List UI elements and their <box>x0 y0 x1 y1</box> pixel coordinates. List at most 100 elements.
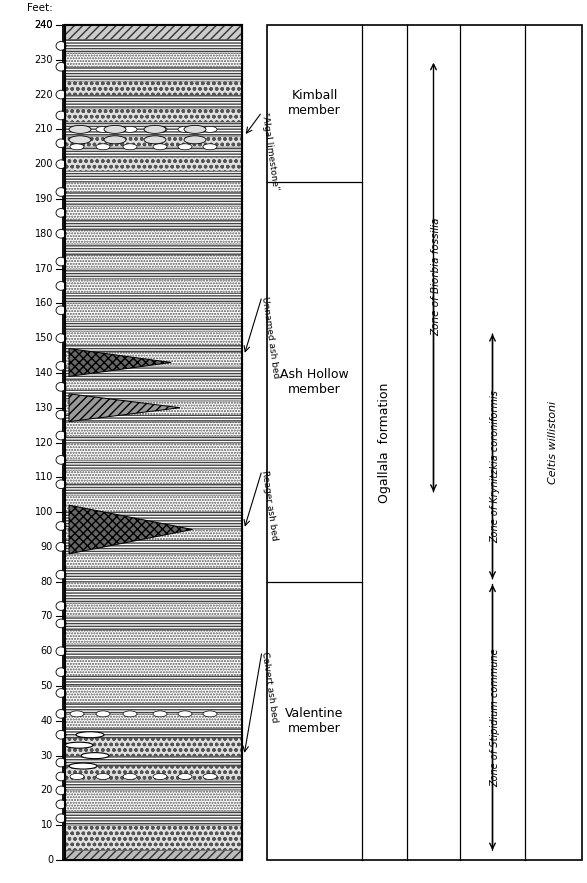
Ellipse shape <box>56 257 66 266</box>
Ellipse shape <box>56 111 66 120</box>
Ellipse shape <box>56 758 66 767</box>
Bar <box>65 421 242 435</box>
Bar <box>65 220 242 230</box>
Ellipse shape <box>56 282 66 291</box>
Bar <box>65 123 242 136</box>
Text: Reager ash bed: Reager ash bed <box>259 470 278 541</box>
Text: 240: 240 <box>35 20 53 30</box>
Ellipse shape <box>69 125 91 133</box>
Ellipse shape <box>56 786 66 795</box>
Ellipse shape <box>69 763 97 769</box>
Text: 210: 210 <box>35 125 53 134</box>
Text: 30: 30 <box>41 751 53 760</box>
Ellipse shape <box>178 144 192 150</box>
Bar <box>65 136 242 147</box>
Bar <box>65 589 242 602</box>
Ellipse shape <box>104 125 126 133</box>
Ellipse shape <box>56 188 66 196</box>
Ellipse shape <box>56 382 66 391</box>
Bar <box>65 352 242 366</box>
Bar <box>65 415 242 421</box>
Bar <box>65 471 242 484</box>
Ellipse shape <box>76 732 104 738</box>
Text: 50: 50 <box>41 681 53 691</box>
Ellipse shape <box>56 334 66 343</box>
Bar <box>65 686 242 704</box>
Ellipse shape <box>203 126 217 132</box>
Bar <box>65 738 242 756</box>
Ellipse shape <box>56 668 66 676</box>
Bar <box>65 704 242 713</box>
Bar <box>65 512 242 530</box>
Bar <box>65 245 242 254</box>
Bar <box>65 390 242 401</box>
Ellipse shape <box>123 144 137 150</box>
Bar <box>65 460 242 471</box>
Bar <box>65 435 242 442</box>
Text: 200: 200 <box>35 159 53 170</box>
Bar <box>65 80 242 94</box>
Bar <box>65 645 242 658</box>
Ellipse shape <box>56 542 66 551</box>
Bar <box>65 25 242 860</box>
Ellipse shape <box>56 710 66 718</box>
Bar <box>65 790 242 811</box>
Ellipse shape <box>96 711 110 717</box>
Bar <box>65 380 242 390</box>
Text: 20: 20 <box>41 785 53 796</box>
Text: 180: 180 <box>35 229 53 238</box>
Ellipse shape <box>56 814 66 823</box>
Bar <box>65 616 242 630</box>
Text: Ash Hollow
member: Ash Hollow member <box>280 367 349 396</box>
Bar <box>65 192 242 206</box>
Text: 160: 160 <box>35 298 53 308</box>
Ellipse shape <box>56 800 66 809</box>
Ellipse shape <box>153 711 167 717</box>
Ellipse shape <box>81 752 109 758</box>
Ellipse shape <box>123 126 137 132</box>
Ellipse shape <box>153 144 167 150</box>
Ellipse shape <box>203 144 217 150</box>
Bar <box>65 780 242 790</box>
Ellipse shape <box>144 125 166 133</box>
Ellipse shape <box>184 125 206 133</box>
Bar <box>65 766 242 780</box>
Bar <box>65 554 242 568</box>
Bar <box>65 675 242 686</box>
Text: 60: 60 <box>41 646 53 656</box>
Ellipse shape <box>56 601 66 610</box>
Bar <box>65 279 242 293</box>
Bar <box>65 811 242 826</box>
Ellipse shape <box>56 63 66 72</box>
Ellipse shape <box>56 208 66 217</box>
Bar <box>65 321 242 331</box>
Bar <box>65 182 242 192</box>
Text: Zone of Krynitzkia coroniformis: Zone of Krynitzkia coroniformis <box>491 390 501 543</box>
Bar <box>65 25 242 39</box>
Bar <box>65 530 242 540</box>
Ellipse shape <box>56 522 66 531</box>
Ellipse shape <box>203 774 217 780</box>
Bar <box>65 728 242 738</box>
Text: 140: 140 <box>35 368 53 378</box>
Ellipse shape <box>56 230 66 238</box>
Bar <box>65 582 242 589</box>
Text: Zone of Biorbia fossilia: Zone of Biorbia fossilia <box>431 218 441 336</box>
Text: Unnamed ash bed: Unnamed ash bed <box>259 296 280 379</box>
Bar <box>65 67 242 80</box>
Bar <box>65 94 242 109</box>
Bar <box>65 147 242 157</box>
Ellipse shape <box>123 711 137 717</box>
Text: 130: 130 <box>35 403 53 412</box>
Bar <box>267 25 582 860</box>
Text: 230: 230 <box>35 55 53 64</box>
Ellipse shape <box>184 136 206 144</box>
Ellipse shape <box>56 689 66 698</box>
Text: Feet:: Feet: <box>27 3 53 13</box>
Ellipse shape <box>56 139 66 147</box>
Bar <box>65 109 242 123</box>
Bar <box>65 230 242 245</box>
Text: Valentine
member: Valentine member <box>285 706 343 735</box>
Bar <box>65 442 242 460</box>
Bar <box>65 401 242 415</box>
